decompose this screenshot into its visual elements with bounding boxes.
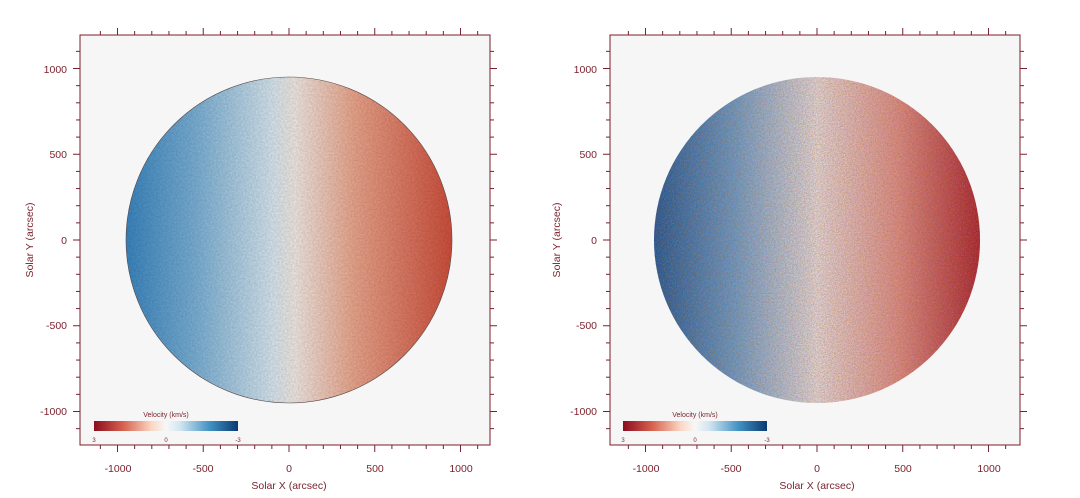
colorbar-gradient (623, 421, 767, 431)
y-tick-label: 0 (591, 235, 597, 247)
y-tick-label: 1000 (574, 64, 598, 76)
x-axis-title: Solar X (arcsec) (251, 480, 326, 492)
x-tick-label: -500 (192, 463, 213, 475)
colorbar-tick: 0 (693, 438, 697, 444)
y-tick-label: -500 (46, 320, 67, 332)
colorbar-title: Velocity (km/s) (672, 412, 718, 419)
panel-left: -1000 -500 0 500 1000 1000 500 0 -500 -1… (24, 28, 497, 492)
solar-disk-left (125, 76, 453, 404)
y-tick-label: -1000 (570, 406, 597, 418)
x-tick-label: -500 (720, 463, 741, 475)
x-tick-label: -1000 (633, 463, 660, 475)
x-ticks-left (99, 28, 479, 452)
y-ticks-right (603, 50, 1027, 430)
y-tick-label: 1000 (44, 64, 68, 76)
colorbar-tick: 3 (621, 438, 625, 444)
y-axis-title: Solar Y (arcsec) (551, 203, 563, 278)
colorbar-right: Velocity (km/s) 3 0 -3 (621, 412, 770, 444)
colorbar-tick: -3 (235, 438, 241, 444)
colorbar-title: Velocity (km/s) (143, 412, 189, 419)
y-tick-label: -500 (576, 320, 597, 332)
x-tick-label: 0 (814, 463, 820, 475)
colorbar-tick: 3 (92, 438, 96, 444)
y-tick-label: 500 (49, 149, 67, 161)
y-tick-label: 500 (579, 149, 597, 161)
colorbar-gradient (94, 421, 238, 431)
x-tick-label: 500 (366, 463, 384, 475)
x-tick-label: 1000 (449, 463, 473, 475)
x-ticks-right (627, 28, 1007, 452)
y-tick-label: 0 (61, 235, 67, 247)
colorbar-tick: 0 (164, 438, 168, 444)
x-axis-title: Solar X (arcsec) (779, 480, 854, 492)
x-tick-label: -1000 (105, 463, 132, 475)
y-tick-label: -1000 (40, 406, 67, 418)
y-ticks-left (73, 50, 497, 430)
colorbar-left: Velocity (km/s) 3 0 -3 (92, 412, 241, 444)
colorbar-tick: -3 (764, 438, 770, 444)
panel-right: -1000 -500 0 500 1000 1000 500 0 -500 -1… (551, 28, 1027, 492)
solar-disk-right (654, 77, 980, 403)
y-axis-title: Solar Y (arcsec) (24, 203, 36, 278)
x-tick-label: 1000 (977, 463, 1001, 475)
x-tick-label: 0 (286, 463, 292, 475)
x-tick-label: 500 (894, 463, 912, 475)
